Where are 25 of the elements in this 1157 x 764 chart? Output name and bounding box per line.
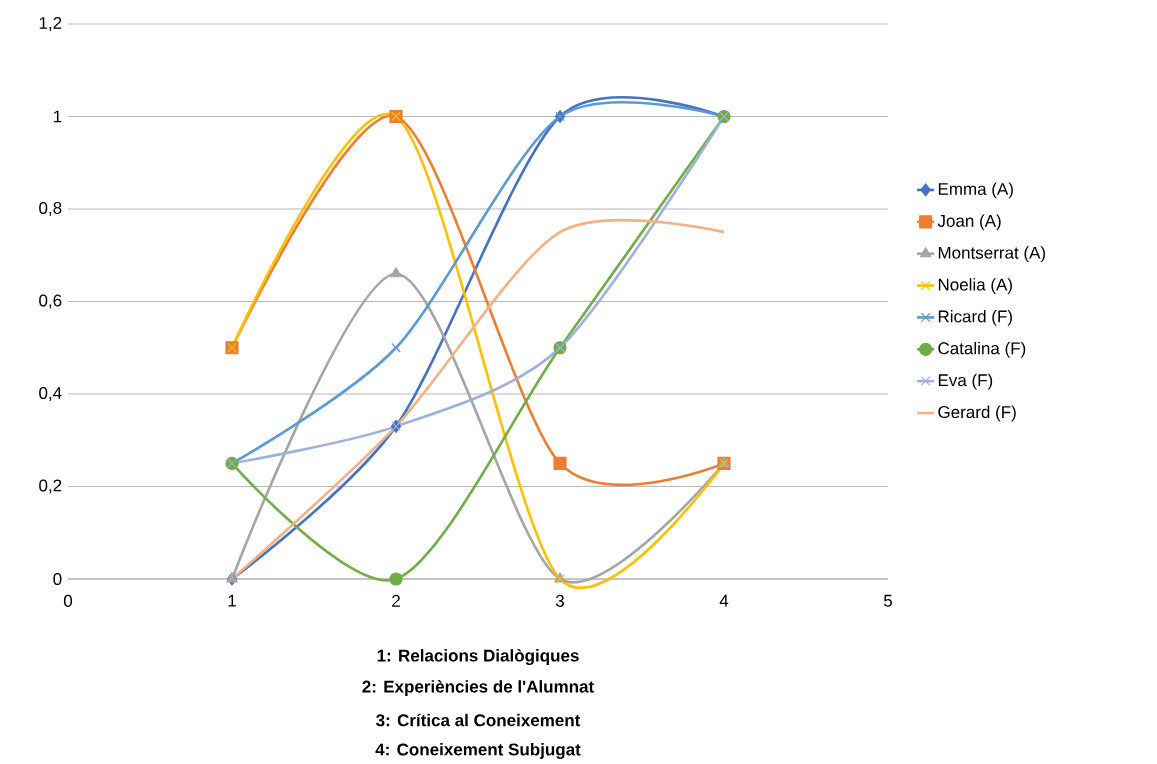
x-tick-label: 4 bbox=[719, 594, 729, 607]
y-tick-label: 0,2 bbox=[39, 479, 62, 494]
y-tick-label: 0,4 bbox=[39, 386, 62, 402]
x-tick-label: 2 bbox=[392, 594, 400, 607]
y-tick-label: 1 bbox=[53, 110, 62, 123]
legend-label: Gerard (F) bbox=[938, 405, 1016, 422]
x-tick-label: 0 bbox=[63, 594, 73, 607]
x-tick-label: 3 bbox=[555, 594, 564, 607]
legend-label: Ricard (F) bbox=[938, 310, 1012, 326]
y-tick-label: 0 bbox=[53, 572, 62, 586]
x-tick-label: 1 bbox=[228, 594, 236, 607]
y-tick-label: 0,8 bbox=[39, 201, 62, 217]
text: 1: Relacions Dialògiques bbox=[377, 648, 579, 666]
legend-label: Catalina (F) bbox=[938, 341, 1026, 358]
legend-label: Joan (A) bbox=[937, 214, 1001, 231]
x-tick-label: 5 bbox=[883, 594, 893, 607]
y-tick-label: 0,6 bbox=[39, 294, 62, 309]
text: 3: Crítica al Coneixement bbox=[376, 713, 581, 727]
legend-label: Emma (A) bbox=[938, 182, 1013, 199]
legend-label: Montserrat (A) bbox=[938, 246, 1046, 263]
text: 2: Experiències de l'Alumnat bbox=[362, 680, 594, 696]
y-tick-label: 1,2 bbox=[39, 16, 62, 32]
legend-label: Eva (F) bbox=[938, 373, 993, 390]
text: 4: Coneixement Subjugat bbox=[375, 743, 581, 759]
legend-label: Noelia (A) bbox=[938, 278, 1012, 294]
